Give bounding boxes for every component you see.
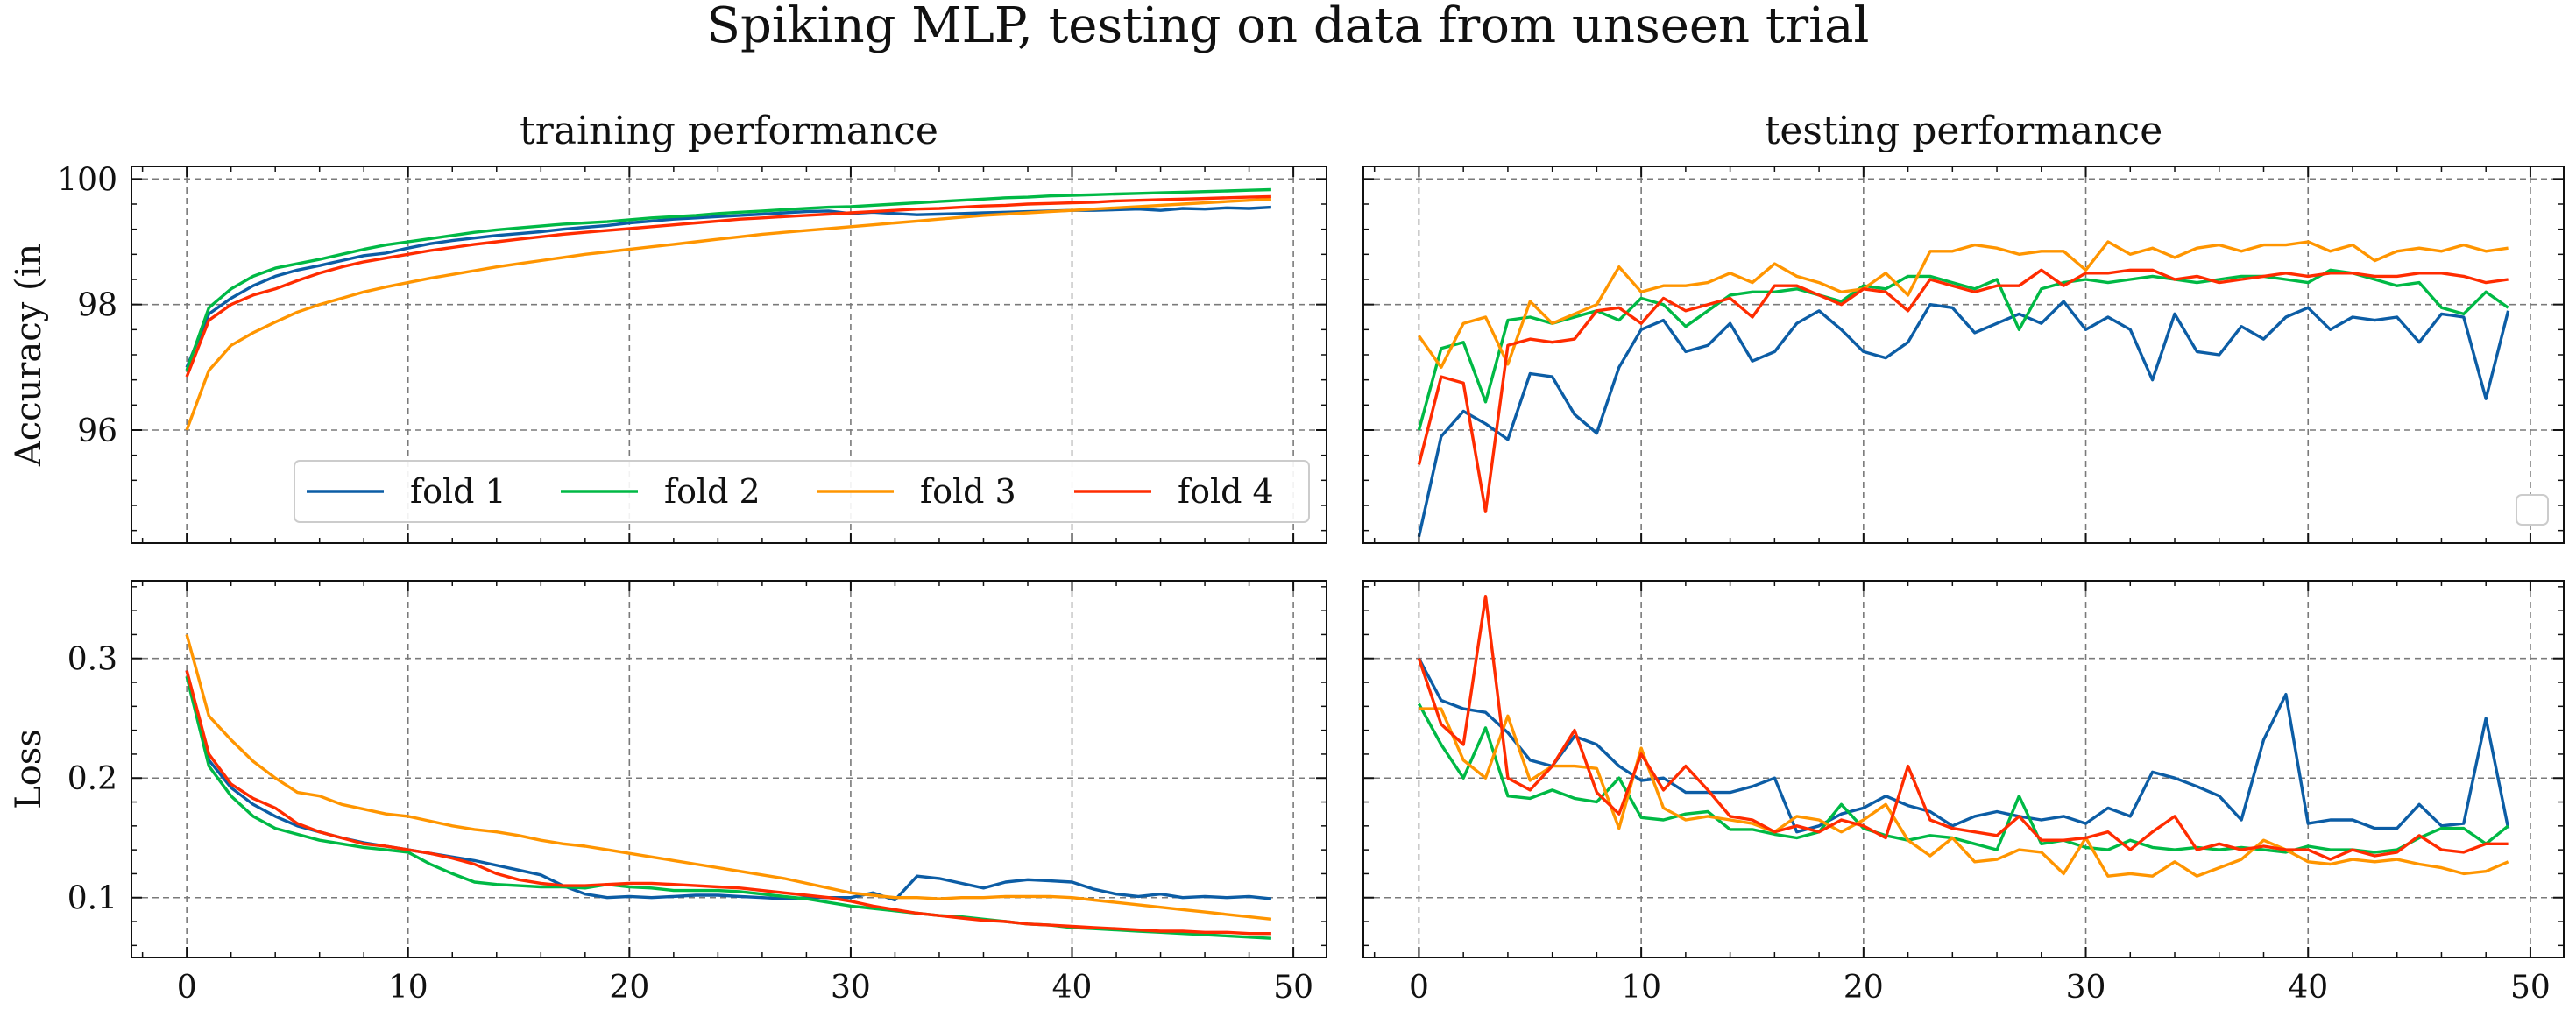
y-axis-label: Loss: [9, 729, 49, 809]
subplot-1: 96 98 100 training performance Accuracy (in f…: [9, 109, 1327, 544]
x-tick-label: 50: [1273, 970, 1313, 1006]
series-line-fold-3: [185, 197, 1271, 431]
series-line-fold-1: [185, 205, 1271, 368]
x-tick-label: 20: [1844, 970, 1884, 1006]
series-group: [185, 187, 1271, 431]
series-line-fold-4: [185, 194, 1271, 378]
y-axis-label: Accuracy (in: [9, 244, 49, 467]
y-tick-label: 98: [77, 288, 117, 324]
y-tick-label: 0.3: [67, 642, 117, 678]
figure-title: Spiking MLP, testing on data from unseen…: [707, 0, 1870, 54]
x-tick-label: 0: [177, 970, 197, 1006]
series-line-fold-3: [1418, 240, 2509, 369]
x-tick-label: 20: [609, 970, 649, 1006]
legend-box-empty: [2516, 494, 2549, 526]
series-line-fold-1: [185, 669, 1272, 902]
subplot-title: testing performance: [1765, 109, 2163, 153]
series-line-fold-1: [1417, 657, 2510, 834]
axes-frame: [131, 580, 1327, 958]
x-tick-label: 40: [2288, 970, 2328, 1006]
legend-label-fold-2: fold 2: [664, 472, 761, 511]
series-line-fold-2: [185, 187, 1271, 371]
series-group: [1417, 240, 2510, 538]
y-tick-label: 96: [77, 413, 117, 449]
legend-label-fold-3: fold 3: [920, 472, 1016, 511]
x-tick-label: 50: [2510, 970, 2551, 1006]
legend: fold 1 fold 2 fold 3 fold 4: [294, 460, 1310, 523]
series-line-fold-4: [1417, 595, 2509, 861]
subplot-4: 0 10 20 30 40 50: [1362, 580, 2565, 1006]
legend-label-fold-1: fold 1: [410, 472, 506, 511]
x-tick-label: 10: [388, 970, 428, 1006]
series-group: [1417, 595, 2510, 878]
x-tick-label: 40: [1052, 970, 1093, 1006]
series-line-fold-3: [185, 633, 1272, 921]
axes-frame: [1362, 580, 2565, 958]
series-line-fold-1: [1417, 300, 2510, 538]
x-tick-label: 0: [1409, 970, 1429, 1006]
y-tick-label: 0.1: [67, 881, 117, 917]
y-tick-label: 100: [57, 162, 117, 198]
legend-box: [294, 460, 1310, 523]
axes-frame: [1362, 166, 2565, 544]
series-line-fold-3: [1419, 707, 2509, 878]
series-group: [185, 633, 1272, 940]
legend-label-fold-4: fold 4: [1178, 472, 1274, 511]
series-line-fold-2: [1417, 268, 2509, 431]
series-line-fold-4: [1417, 268, 2509, 513]
subplot-title: training performance: [520, 109, 938, 153]
x-tick-label: 30: [831, 970, 871, 1006]
subplot-2: testing performance: [1362, 109, 2565, 544]
x-tick-label: 10: [1621, 970, 1661, 1006]
series-line-fold-4: [185, 669, 1271, 936]
x-tick-label: 30: [2066, 970, 2106, 1006]
subplot-3: 0 10 20 30 40 50 0.1 0.2 0.3 Loss: [9, 580, 1327, 1006]
y-tick-label: 0.2: [67, 761, 117, 797]
